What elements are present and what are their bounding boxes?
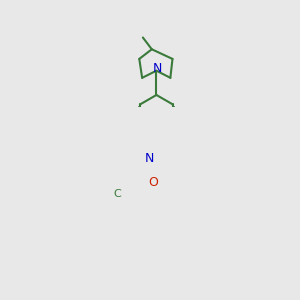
Text: N: N [145, 152, 154, 165]
Text: O: O [148, 176, 158, 189]
Text: C: C [113, 189, 121, 199]
Text: N: N [152, 62, 162, 75]
